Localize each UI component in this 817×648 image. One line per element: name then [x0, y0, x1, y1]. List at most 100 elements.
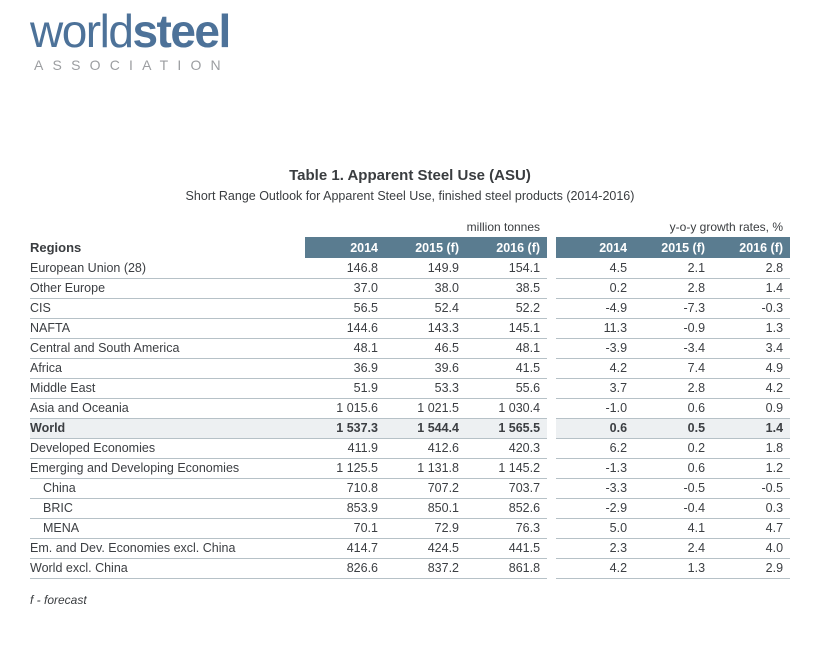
column-gap	[547, 219, 557, 237]
region-cell: BRIC	[30, 498, 305, 519]
tonnes-value-cell: 1 015.6	[305, 398, 385, 419]
column-gap	[547, 518, 557, 538]
tonnes-value-cell: 143.3	[385, 318, 466, 339]
growth-value-cell: 1.2	[712, 458, 791, 479]
page: worldsteel ASSOCIATION Table 1. Apparent…	[30, 8, 791, 607]
region-cell: Middle East	[30, 378, 305, 399]
region-cell: Em. and Dev. Economies excl. China	[30, 538, 305, 559]
growth-value-cell: 4.9	[712, 358, 791, 379]
tonnes-value-cell: 852.6	[466, 498, 548, 519]
growth-value-cell: 0.6	[556, 418, 635, 439]
growth-value-cell: -2.9	[556, 498, 635, 519]
tonnes-value-cell: 39.6	[385, 358, 466, 379]
growth-value-cell: 1.3	[712, 318, 791, 339]
growth-value-cell: 7.4	[634, 358, 713, 379]
column-gap	[547, 358, 557, 378]
table-row: Middle East 51.9 53.3 55.6 3.7 2.8 4.2	[30, 378, 791, 399]
year-header-tonnes-2014: 2014	[305, 237, 385, 258]
group-label-row: million tonnes y-o-y growth rates, %	[30, 219, 790, 237]
group-label-growth: y-o-y growth rates, %	[669, 219, 784, 234]
growth-value-cell: 0.3	[712, 498, 791, 519]
growth-value-cell: 2.8	[634, 278, 713, 299]
table-row: CIS 56.5 52.4 52.2 -4.9 -7.3 -0.3	[30, 298, 791, 319]
region-cell: China	[30, 478, 305, 499]
growth-value-cell: 4.0	[712, 538, 791, 559]
year-header-row: Regions 2014 2015 (f) 2016 (f) 2014 2015…	[30, 237, 791, 258]
column-gap	[547, 298, 557, 318]
region-cell: NAFTA	[30, 318, 305, 339]
growth-value-cell: -3.3	[556, 478, 635, 499]
growth-value-cell: -3.9	[556, 338, 635, 359]
region-cell: World excl. China	[30, 558, 305, 579]
growth-value-cell: -1.3	[556, 458, 635, 479]
growth-value-cell: 6.2	[556, 438, 635, 459]
title-block: Table 1. Apparent Steel Use (ASU) Short …	[30, 167, 790, 203]
tonnes-value-cell: 46.5	[385, 338, 466, 359]
column-gap	[547, 418, 557, 438]
growth-value-cell: 1.3	[634, 558, 713, 579]
tonnes-value-cell: 826.6	[305, 558, 385, 579]
table-row: Em. and Dev. Economies excl. China 414.7 4…	[30, 538, 791, 559]
growth-value-cell: -0.5	[712, 478, 791, 499]
column-gap	[547, 237, 557, 258]
growth-value-cell: 2.8	[712, 258, 791, 279]
growth-value-cell: 2.3	[556, 538, 635, 559]
table-row: World excl. China 826.6 837.2 861.8 4.2 1.3 2.…	[30, 558, 791, 579]
growth-value-cell: 2.8	[634, 378, 713, 399]
tonnes-value-cell: 53.3	[385, 378, 466, 399]
tonnes-value-cell: 1 145.2	[466, 458, 548, 479]
tonnes-value-cell: 36.9	[305, 358, 385, 379]
tonnes-value-cell: 38.5	[466, 278, 548, 299]
growth-value-cell: -7.3	[634, 298, 713, 319]
column-gap	[547, 478, 557, 498]
table-row: Developed Economies 411.9 412.6 420.3 6.2 0.2…	[30, 438, 791, 459]
growth-value-cell: 3.7	[556, 378, 635, 399]
growth-value-cell: -0.4	[634, 498, 713, 519]
tonnes-value-cell: 52.4	[385, 298, 466, 319]
growth-value-cell: 2.1	[634, 258, 713, 279]
growth-value-cell: 2.4	[634, 538, 713, 559]
table-subtitle: Short Range Outlook for Apparent Steel U…	[185, 189, 635, 203]
column-gap	[547, 278, 557, 298]
growth-value-cell: 5.0	[556, 518, 635, 539]
tonnes-value-cell: 424.5	[385, 538, 466, 559]
region-cell: Emerging and Developing Economies	[30, 458, 305, 479]
table-row: BRIC 853.9 850.1 852.6 -2.9 -0.4 0.3	[30, 498, 791, 519]
growth-value-cell: 4.5	[556, 258, 635, 279]
tonnes-value-cell: 144.6	[305, 318, 385, 339]
tonnes-value-cell: 441.5	[466, 538, 548, 559]
tonnes-value-cell: 850.1	[385, 498, 466, 519]
region-cell: CIS	[30, 298, 305, 319]
year-header-tonnes-2016f: 2016 (f)	[466, 237, 548, 258]
growth-value-cell: -1.0	[556, 398, 635, 419]
column-gap	[547, 318, 557, 338]
tonnes-value-cell: 70.1	[305, 518, 385, 539]
growth-value-cell: 1.8	[712, 438, 791, 459]
growth-value-cell: 0.6	[634, 458, 713, 479]
growth-value-cell: 11.3	[556, 318, 635, 339]
table-row: World 1 537.3 1 544.4 1 565.5 0.6 0.5 1.4	[30, 418, 791, 439]
region-cell: Asia and Oceania	[30, 398, 305, 419]
growth-value-cell: -0.9	[634, 318, 713, 339]
tonnes-value-cell: 48.1	[305, 338, 385, 359]
region-cell: MENA	[30, 518, 305, 539]
tonnes-value-cell: 707.2	[385, 478, 466, 499]
growth-value-cell: 0.2	[556, 278, 635, 299]
tonnes-value-cell: 51.9	[305, 378, 385, 399]
tonnes-value-cell: 837.2	[385, 558, 466, 579]
column-gap	[547, 438, 557, 458]
tonnes-value-cell: 56.5	[305, 298, 385, 319]
tonnes-value-cell: 1 565.5	[466, 418, 548, 439]
tonnes-value-cell: 146.8	[305, 258, 385, 279]
growth-value-cell: -4.9	[556, 298, 635, 319]
tonnes-value-cell: 41.5	[466, 358, 548, 379]
growth-value-cell: 0.5	[634, 418, 713, 439]
tonnes-value-cell: 414.7	[305, 538, 385, 559]
tonnes-value-cell: 1 125.5	[305, 458, 385, 479]
logo-wordmark: worldsteel	[30, 8, 790, 54]
growth-value-cell: 1.4	[712, 418, 791, 439]
group-label-tonnes: million tonnes	[466, 219, 541, 234]
year-header-growth-2016f: 2016 (f)	[712, 237, 791, 258]
region-cell: Central and South America	[30, 338, 305, 359]
asu-table: million tonnes y-o-y growth rates, % Reg…	[30, 219, 791, 579]
